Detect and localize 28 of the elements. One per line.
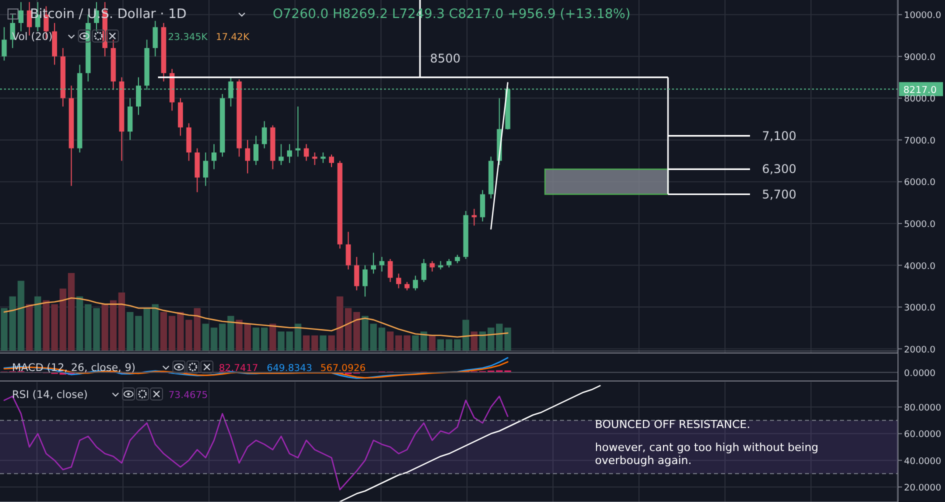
annotation: however, cant go too high without being overbough again. [595,441,818,467]
y-tick-label: 3000.0 [904,304,936,314]
ref-line-label: 8217.0 [903,85,937,96]
y-tick-label: 5000.0 [904,220,936,230]
y-tick-label: 40.0000 [904,456,942,467]
text: RSI (14, close) [12,389,88,401]
annotation: 23.345K [168,32,208,43]
y-tick-label: 2000.0 [904,345,936,356]
annotation: 567.0926 [320,363,366,374]
annotation: 17.42K [216,32,250,43]
ref-line-label: 7,100 [762,128,796,143]
y-tick-label: 20.0000 [904,484,942,494]
y-tick-label: 60.0000 [904,430,942,440]
ref-line-label: 5,700 [762,187,796,202]
y-tick-label: 9000.0 [904,52,936,63]
ref-line-label: 6,300 [762,162,796,176]
y-tick-label: 8000.0 [904,94,936,105]
y-tick-label: 80.0000 [904,404,942,414]
annotation: 82.7417 [218,363,258,374]
text: 0.0000 [904,368,936,379]
y-tick-label: 10000.0 [904,11,942,22]
y-tick-label: 4000.0 [904,262,936,272]
ref-line-label: 8500 [430,51,461,66]
annotation: BOUNCED OFF RESISTANCE. [595,418,750,431]
annotation: 649.8343 [266,363,312,374]
y-tick-label: 6000.0 [904,178,936,188]
annotation: 73.4675 [168,390,208,401]
y-tick-label: 7000.0 [904,136,936,146]
